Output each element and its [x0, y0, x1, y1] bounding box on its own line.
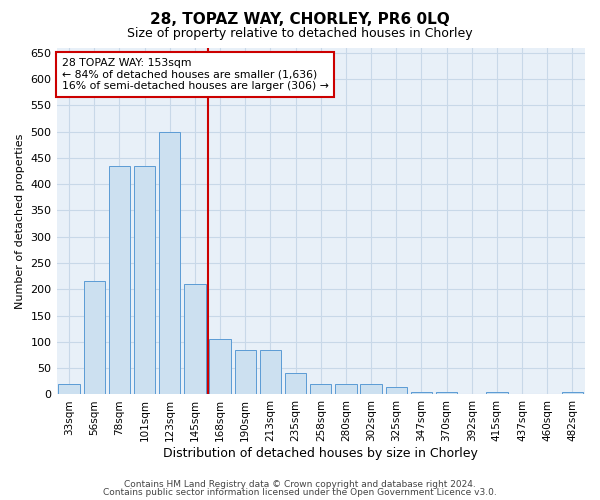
Bar [386, 386, 407, 394]
Text: Contains public sector information licensed under the Open Government Licence v3: Contains public sector information licen… [103, 488, 497, 497]
Bar [562, 392, 583, 394]
Bar [109, 166, 130, 394]
Text: Size of property relative to detached houses in Chorley: Size of property relative to detached ho… [127, 28, 473, 40]
Bar [260, 350, 281, 395]
Y-axis label: Number of detached properties: Number of detached properties [15, 134, 25, 308]
Bar [58, 384, 80, 394]
Bar [83, 282, 105, 395]
Bar [335, 384, 356, 394]
Bar [184, 284, 206, 395]
Bar [361, 384, 382, 394]
X-axis label: Distribution of detached houses by size in Chorley: Distribution of detached houses by size … [163, 447, 478, 460]
Bar [411, 392, 432, 394]
Bar [235, 350, 256, 395]
Text: Contains HM Land Registry data © Crown copyright and database right 2024.: Contains HM Land Registry data © Crown c… [124, 480, 476, 489]
Bar [285, 374, 307, 394]
Bar [310, 384, 331, 394]
Bar [436, 392, 457, 394]
Text: 28 TOPAZ WAY: 153sqm
← 84% of detached houses are smaller (1,636)
16% of semi-de: 28 TOPAZ WAY: 153sqm ← 84% of detached h… [62, 58, 329, 91]
Bar [134, 166, 155, 394]
Bar [486, 392, 508, 394]
Bar [209, 340, 231, 394]
Text: 28, TOPAZ WAY, CHORLEY, PR6 0LQ: 28, TOPAZ WAY, CHORLEY, PR6 0LQ [150, 12, 450, 28]
Bar [159, 132, 181, 394]
